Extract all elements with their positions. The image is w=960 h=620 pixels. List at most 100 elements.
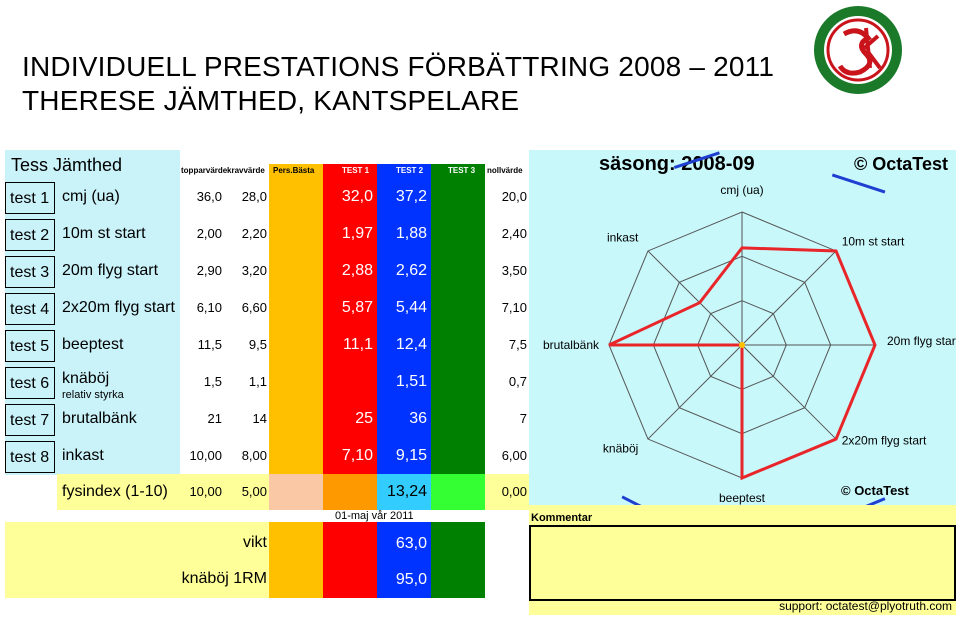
test2-value: 1,88 [395, 225, 427, 242]
fysindex-test3-cell [431, 474, 485, 510]
zero-value: 20,0 [501, 189, 527, 204]
test1-value: 5,87 [341, 299, 373, 316]
header-pb: Pers.Bästa [273, 166, 315, 175]
radar-spoke [741, 250, 837, 346]
test1-value: 11,1 [343, 336, 373, 353]
spreadsheet: Tess Jämthed topparvärde kravvärde Pers.… [5, 150, 956, 615]
test-label: inkast [62, 447, 104, 464]
player-name: Tess Jämthed [11, 155, 123, 175]
header-zero: nollvärde [487, 166, 523, 175]
test-label: beeptest [62, 336, 124, 353]
radar-series-red [608, 246, 877, 481]
pb-column [269, 164, 323, 475]
lower-test2-column [377, 522, 431, 598]
radar-spoke [647, 344, 743, 440]
radar-series-blue-segment [673, 151, 720, 169]
header-ref2: kravvärde [227, 166, 265, 175]
radar-axis-label: brutalbänk [543, 338, 600, 352]
ref2-value: 9,5 [248, 337, 267, 352]
radar-axis-label: knäböj [603, 442, 638, 456]
octatest-chart-panel: säsong: 2008-09 © OctaTest cmj (ua) 10m s… [529, 150, 956, 505]
test-id-cell: test 1 [5, 182, 55, 214]
header-test3: TEST 3 [448, 166, 476, 175]
test-id-cell: test 4 [5, 293, 55, 325]
fysindex-ref2: 5,00 [241, 484, 267, 499]
test-label: knäböj [62, 370, 110, 387]
test-id-cell: test 6 [5, 367, 55, 399]
ref2-value: 14 [252, 411, 267, 426]
test-id-cell: test 5 [5, 330, 55, 362]
test-id-cell: test 7 [5, 404, 55, 436]
table-row: test 8 inkast 10,00 8,00 7,10 9,15 6,00 [5, 441, 529, 477]
ref1-value: 11,5 [197, 337, 222, 352]
table-row: test 3 20m flyg start 2,90 3,20 2,88 2,6… [5, 256, 529, 292]
radar-center-point [739, 342, 745, 348]
test-label: 2x20m flyg start [62, 299, 175, 316]
ref1-value: 2,00 [196, 226, 222, 241]
ref1-value: 36,0 [196, 189, 222, 204]
table-row: test 4 2x20m flyg start 6,10 6,60 5,87 5… [5, 293, 529, 329]
test-label: 20m flyg start [62, 262, 159, 279]
test-date-label: 01-maj vår 2011 [335, 510, 414, 522]
table-row: test 6 knäböj relativ styrka 1,5 1,1 1,5… [5, 367, 529, 403]
vikt-value: 63,0 [395, 535, 427, 552]
ref2-value: 8,00 [241, 448, 267, 463]
ref2-value: 1,1 [248, 374, 267, 389]
table-row: test 5 beeptest 11,5 9,5 11,1 12,4 7,5 [5, 330, 529, 366]
fysindex-pb-cell [269, 474, 323, 510]
table-row: test 1 cmj (ua) 36,0 28,0 32,0 37,2 20,0 [5, 182, 529, 218]
test2-value: 1,51 [395, 373, 427, 390]
fysindex-test2: 13,24 [386, 483, 427, 500]
lower-pb-column [269, 522, 323, 598]
season-label: säsong: 2008-09 [599, 153, 755, 175]
vikt-label: vikt [243, 534, 267, 551]
zero-value: 7 [519, 411, 527, 426]
club-logo [814, 6, 902, 94]
radar-axis-label: 10m st start [842, 234, 905, 248]
radar-series [608, 151, 886, 505]
fysindex-label: fysindex (1-10) [62, 483, 168, 500]
ref2-value: 3,20 [241, 263, 267, 278]
title-line-2: THERESE JÄMTHED, KANTSPELARE [22, 85, 520, 116]
ref1-value: 2,90 [196, 263, 222, 278]
slide-title: INDIVIDUELL PRESTATIONS FÖRBÄTTRING 2008… [22, 50, 774, 118]
test2-value: 37,2 [395, 188, 427, 205]
test2-value: 5,44 [395, 299, 427, 316]
radar-spoke [647, 250, 743, 346]
ref2-value: 28,0 [241, 189, 267, 204]
table-row: test 7 brutalbänk 21 14 25 36 7 [5, 404, 529, 440]
support-email[interactable]: support: octatest@plyotruth.com [779, 599, 952, 613]
test1-column [323, 164, 377, 475]
fysindex-ref1: 10,00 [189, 484, 222, 499]
title-line-1: INDIVIDUELL PRESTATIONS FÖRBÄTTRING 2008… [22, 51, 775, 82]
zero-value: 3,50 [501, 263, 527, 278]
fysindex-zero: 0,00 [501, 484, 527, 499]
header-test1: TEST 1 [342, 166, 370, 175]
comment-field[interactable] [529, 525, 956, 601]
test1-value: 32,0 [341, 188, 373, 205]
radar-chart: cmj (ua) 10m st start 20m flyg start 2x20m … [543, 151, 956, 505]
zero-value: 0,7 [508, 374, 527, 389]
fysindex-test1-cell [323, 474, 377, 510]
radar-series-blue-segment [831, 173, 886, 194]
test-id-cell: test 3 [5, 256, 55, 288]
ref1-value: 6,10 [196, 300, 222, 315]
brand-top: © OctaTest [854, 154, 948, 174]
comment-title: Kommentar [531, 512, 593, 524]
test-id-cell: test 2 [5, 219, 55, 251]
ref1-value: 10,00 [189, 448, 222, 463]
test2-value: 12,4 [395, 336, 427, 353]
lower-test3-column [431, 522, 485, 598]
test2-column [377, 164, 431, 475]
test2-value: 2,62 [395, 262, 427, 279]
zero-value: 2,40 [501, 226, 527, 241]
fysindex-test2-cell [377, 474, 431, 510]
comment-panel: Kommentar support: octatest@plyotruth.co… [529, 505, 956, 615]
knaboj-1rm-label: knäböj 1RM [181, 570, 267, 587]
test-label: brutalbänk [62, 410, 137, 427]
radar-axis-label: 2x20m flyg start [842, 434, 927, 448]
radar-series-blue-segment [621, 495, 642, 505]
test-label: cmj (ua) [62, 188, 120, 205]
test-id-cell: test 8 [5, 441, 55, 473]
radar-axis-label: beeptest [719, 491, 766, 505]
